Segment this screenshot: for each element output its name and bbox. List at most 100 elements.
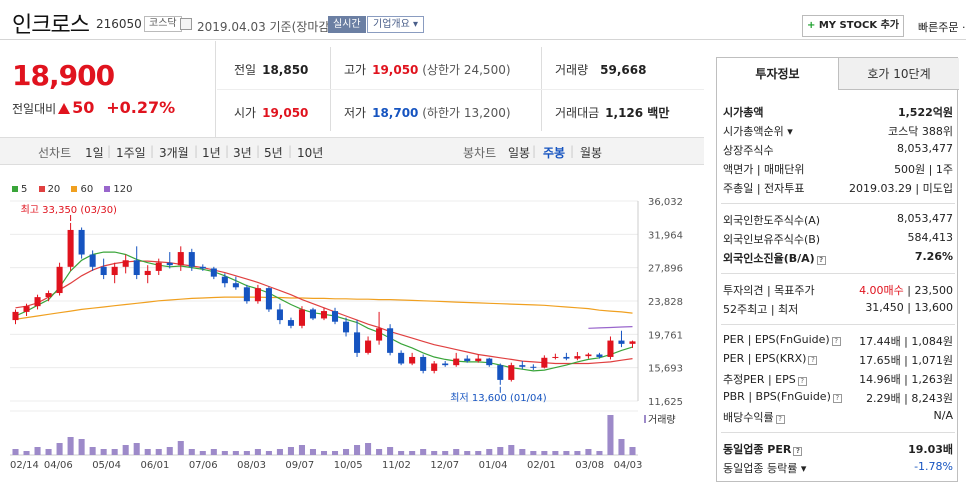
help-icon[interactable]: ? <box>816 256 826 265</box>
candle-chart-label: 봉차트 <box>463 146 497 160</box>
candle-body <box>354 332 361 353</box>
candle-body <box>298 309 305 326</box>
volume-bar <box>309 449 317 455</box>
trade-amount: 거래대금 1,126 백만 <box>555 106 670 120</box>
y-tick-label: 23,828 <box>648 297 683 308</box>
candle-body <box>155 262 162 271</box>
candle-body <box>475 358 482 362</box>
info-row-label: 추정PER | EPS? <box>723 371 807 387</box>
candle-body <box>486 358 493 366</box>
info-row-value: 17.44배 | 1,084원 <box>859 335 953 348</box>
change-percent: +0.27% <box>106 98 176 117</box>
volume-bar <box>221 451 228 455</box>
volume-bar <box>475 451 482 455</box>
period-tab[interactable]: 5년 <box>264 146 283 160</box>
volume-bar <box>12 449 19 455</box>
tab-order-book[interactable]: 호가 10단계 <box>838 58 959 90</box>
candle-body <box>133 260 140 276</box>
help-icon[interactable]: ? <box>808 356 818 365</box>
info-row-value: 1,522억원 <box>897 106 953 119</box>
period-tab[interactable]: 3개월 <box>159 146 189 160</box>
x-tick-label: 04/06 <box>44 460 73 471</box>
period-tab[interactable]: 1주일 <box>116 146 146 160</box>
help-icon[interactable]: ? <box>832 394 842 403</box>
info-row-label: 투자의견 | 목표주가 <box>723 284 815 297</box>
add-my-stock-button[interactable]: + MY STOCK 추가 <box>802 15 904 37</box>
info-row-label: 주총일 | 전자투표 <box>723 182 805 195</box>
help-icon[interactable]: ? <box>797 377 807 386</box>
info-row-label: 상장주식수 <box>723 144 774 157</box>
volume-bar <box>486 449 493 455</box>
candle-body <box>221 276 228 284</box>
help-icon[interactable]: ? <box>793 447 803 456</box>
help-icon[interactable]: ? <box>775 415 785 424</box>
info-row-label: 외국인소진율(B/A)? <box>723 250 826 266</box>
candle-body <box>210 268 217 277</box>
candle-tab-day[interactable]: 일봉 <box>508 146 531 160</box>
volume-bar <box>45 449 52 455</box>
market-tag: 코스닥 <box>144 16 182 32</box>
x-tick-label: 04/03 <box>614 460 643 471</box>
candle-tab-week[interactable]: 주봉 <box>543 146 566 160</box>
candle-body <box>177 252 184 266</box>
candle-body <box>431 363 438 371</box>
info-row: 액면가 | 매매단위 500원 | 1주 <box>723 161 953 179</box>
info-row-value: 2.29배 | 8,243원 <box>866 392 953 405</box>
candle-tab-month[interactable]: 월봉 <box>580 146 603 160</box>
chart-period-tabs: 선차트 1일 | 1주일 | 3개월 | 1년 | 3년 | 5년 | 10년 … <box>0 137 704 165</box>
candle-body <box>199 266 206 269</box>
period-tab[interactable]: 1일 <box>85 146 104 160</box>
volume-bar <box>122 445 129 455</box>
volume-bar <box>365 443 372 455</box>
candle-body <box>453 358 460 366</box>
x-tick-label: 12/07 <box>430 460 459 471</box>
candle-body <box>409 356 416 364</box>
prev-close: 전일 18,850 <box>234 63 309 77</box>
volume-bar <box>453 449 460 455</box>
candle-body <box>287 320 294 326</box>
candle-body <box>276 309 283 321</box>
y-tick-label: 15,693 <box>648 364 683 375</box>
candle-body <box>144 270 151 276</box>
volume-bar <box>23 451 30 455</box>
help-icon[interactable]: ? <box>831 337 841 346</box>
candle-body <box>420 356 427 371</box>
info-row: PBR | BPS(FnGuide)? 2.29배 | 8,243원 <box>723 390 953 408</box>
volume-bar <box>530 451 537 455</box>
tab-investment-info[interactable]: 투자정보 <box>717 58 838 90</box>
info-row-value: 584,413 <box>907 231 954 244</box>
realtime-button[interactable]: 실시간 <box>328 16 366 33</box>
period-tab[interactable]: 1년 <box>202 146 221 160</box>
volume-bar <box>508 445 515 455</box>
volume-bar <box>431 451 438 455</box>
investment-info-panel: 투자정보 호가 10단계 시가총액 1,522억원 시가총액순위 ▾ 코스닥 388위… <box>716 57 959 482</box>
info-row-label: 외국인한도주식수(A) <box>723 214 821 227</box>
high-annotation: 최고 33,350 (03/30) <box>21 204 117 216</box>
period-tab[interactable]: 10년 <box>297 146 324 160</box>
info-row-label: 시가총액 <box>723 106 764 119</box>
plus-icon: + <box>806 20 816 31</box>
volume-bar <box>34 447 41 455</box>
candle-body <box>365 340 372 353</box>
volume-bar <box>188 449 195 455</box>
volume-bar <box>497 447 504 455</box>
candle-body <box>34 297 41 307</box>
y-tick-label: 31,964 <box>648 230 683 241</box>
ma60-line <box>15 296 633 320</box>
info-row: 시가총액 1,522억원 <box>723 104 953 122</box>
candle-body <box>111 266 118 276</box>
x-tick-label: 06/01 <box>141 460 170 471</box>
volume-bar <box>409 451 416 455</box>
company-overview-button[interactable]: 기업개요 ▾ <box>367 16 424 33</box>
line-chart-label: 선차트 <box>38 146 72 160</box>
volume-bar <box>276 449 283 455</box>
change-value: 50 <box>72 98 95 117</box>
candle-body <box>100 266 107 276</box>
period-tab[interactable]: 3년 <box>233 146 252 160</box>
volume-bar <box>67 437 74 455</box>
info-row-value: 500원 | 1주 <box>894 163 953 176</box>
quick-order-button[interactable]: 빠른주문 · <box>918 21 966 34</box>
price-change: 전일대비 50 +0.27% <box>12 98 175 117</box>
stock-chart[interactable]: 36,032 31,964 27,896 23,828 19,761 15,693 11,6… <box>0 193 704 482</box>
candle-body <box>243 287 250 302</box>
